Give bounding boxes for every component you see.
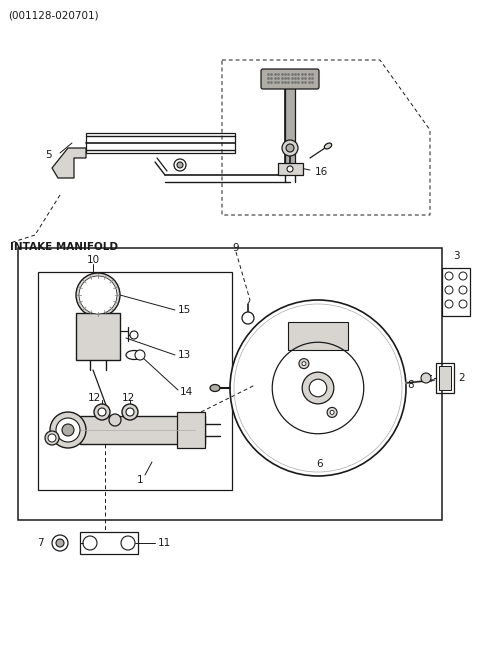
Circle shape xyxy=(126,408,134,416)
Circle shape xyxy=(282,140,298,156)
Circle shape xyxy=(45,431,59,445)
Text: 7: 7 xyxy=(37,538,44,548)
Circle shape xyxy=(330,411,334,415)
Bar xyxy=(442,268,470,316)
Text: 14: 14 xyxy=(180,387,193,397)
Circle shape xyxy=(56,418,80,442)
Circle shape xyxy=(177,162,183,168)
Bar xyxy=(278,163,303,175)
Text: 15: 15 xyxy=(178,305,191,315)
Circle shape xyxy=(174,159,186,171)
Circle shape xyxy=(299,359,309,369)
Bar xyxy=(80,416,205,444)
Circle shape xyxy=(309,379,327,397)
Circle shape xyxy=(50,412,86,448)
Circle shape xyxy=(122,404,138,420)
Bar xyxy=(439,366,451,390)
FancyBboxPatch shape xyxy=(261,69,319,89)
Text: INTAKE MANIFOLD: INTAKE MANIFOLD xyxy=(10,242,118,252)
Circle shape xyxy=(56,539,64,547)
Ellipse shape xyxy=(210,384,220,392)
Text: 5: 5 xyxy=(46,150,52,160)
Circle shape xyxy=(302,362,306,365)
Bar xyxy=(436,363,454,393)
Circle shape xyxy=(135,350,145,360)
Circle shape xyxy=(287,166,293,172)
Text: 2: 2 xyxy=(458,373,465,383)
Circle shape xyxy=(421,373,431,383)
Text: (001128-020701): (001128-020701) xyxy=(8,11,98,21)
Text: 10: 10 xyxy=(86,255,99,265)
Circle shape xyxy=(76,273,120,317)
Circle shape xyxy=(130,331,138,339)
Bar xyxy=(38,272,232,490)
Ellipse shape xyxy=(324,143,332,149)
Circle shape xyxy=(109,414,121,426)
Circle shape xyxy=(242,312,254,324)
Text: 8: 8 xyxy=(408,380,414,390)
Circle shape xyxy=(286,144,294,152)
Circle shape xyxy=(327,407,337,417)
Bar xyxy=(288,322,348,350)
Bar xyxy=(177,412,205,448)
Polygon shape xyxy=(52,148,86,178)
Bar xyxy=(76,313,120,360)
Circle shape xyxy=(98,408,106,416)
Circle shape xyxy=(62,424,74,436)
Circle shape xyxy=(79,276,117,314)
Bar xyxy=(80,532,138,554)
Circle shape xyxy=(94,404,110,420)
Text: 13: 13 xyxy=(178,350,191,360)
Text: 16: 16 xyxy=(315,167,328,177)
Text: 9: 9 xyxy=(233,243,240,253)
Bar xyxy=(285,85,295,170)
Text: 1: 1 xyxy=(137,475,144,485)
Text: 3: 3 xyxy=(453,251,459,261)
Circle shape xyxy=(48,434,56,442)
Bar xyxy=(86,133,235,153)
Text: 12: 12 xyxy=(88,393,101,403)
Text: 11: 11 xyxy=(158,538,171,548)
Circle shape xyxy=(302,372,334,404)
Circle shape xyxy=(230,300,406,476)
Bar xyxy=(18,248,442,520)
Text: 6: 6 xyxy=(317,459,324,469)
Text: 12: 12 xyxy=(122,393,135,403)
